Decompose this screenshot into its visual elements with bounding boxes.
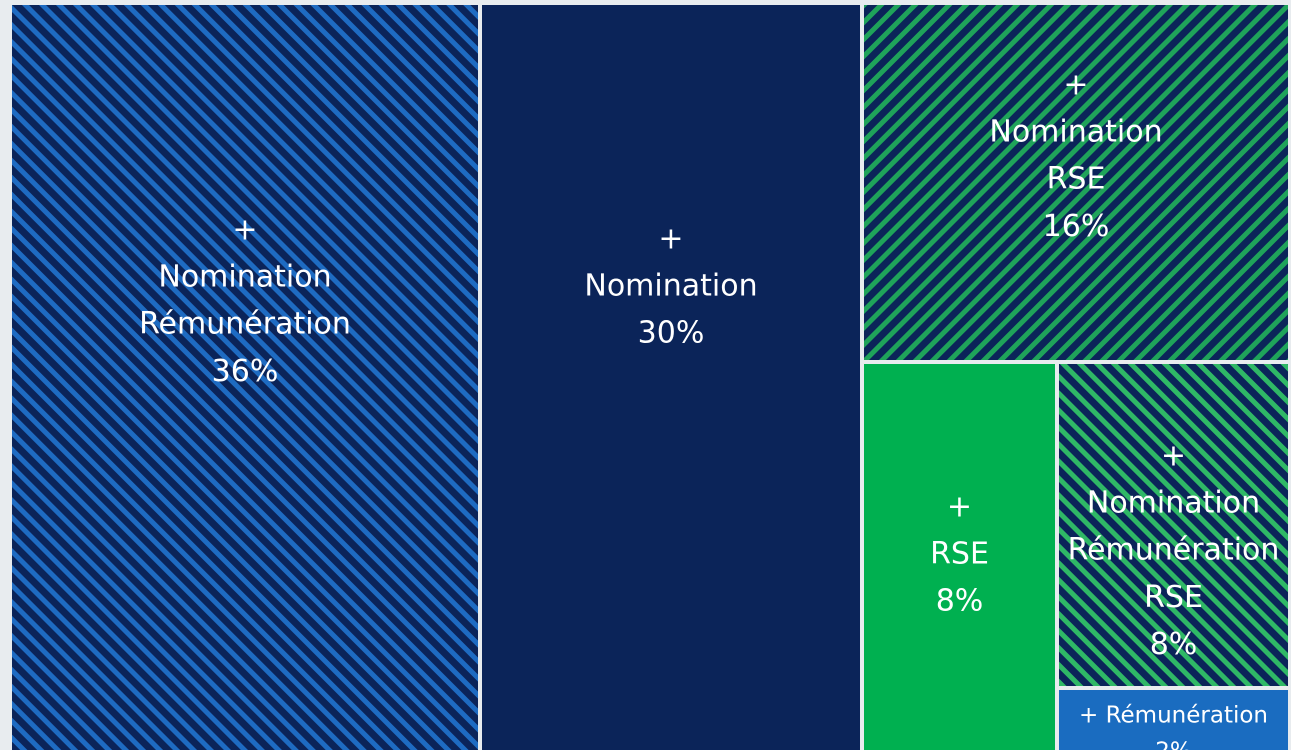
tile-label: RSE xyxy=(1047,162,1106,197)
value-label: 16% xyxy=(1043,209,1110,244)
tile xyxy=(864,364,1055,750)
value-label: 30% xyxy=(638,316,705,351)
tile-label: RSE xyxy=(930,537,989,572)
tile xyxy=(12,5,478,750)
tile-label: Nomination xyxy=(584,269,757,304)
tile-label: Nomination xyxy=(158,260,331,295)
tile-label: + xyxy=(947,490,972,525)
tile-label: + Rémunération xyxy=(1079,703,1268,729)
tile-label: RSE xyxy=(1144,580,1203,615)
tile-label: Nomination xyxy=(1087,486,1260,521)
value-label: 8% xyxy=(1150,627,1198,662)
tile-label: + xyxy=(1161,439,1186,474)
tile xyxy=(482,5,860,750)
tile xyxy=(864,5,1288,360)
value-label: 8% xyxy=(936,584,984,619)
value-label: 2% xyxy=(1155,739,1192,750)
value-label: 36% xyxy=(212,354,279,389)
tile-label: + xyxy=(232,213,257,248)
tile xyxy=(1059,364,1288,686)
tile-label: Rémunération xyxy=(139,307,351,342)
tile-label: + xyxy=(1063,68,1088,103)
tile-label: Rémunération xyxy=(1068,533,1280,568)
tile xyxy=(1059,690,1288,750)
tile-label: + xyxy=(658,222,683,257)
tile-label: Nomination xyxy=(989,115,1162,150)
